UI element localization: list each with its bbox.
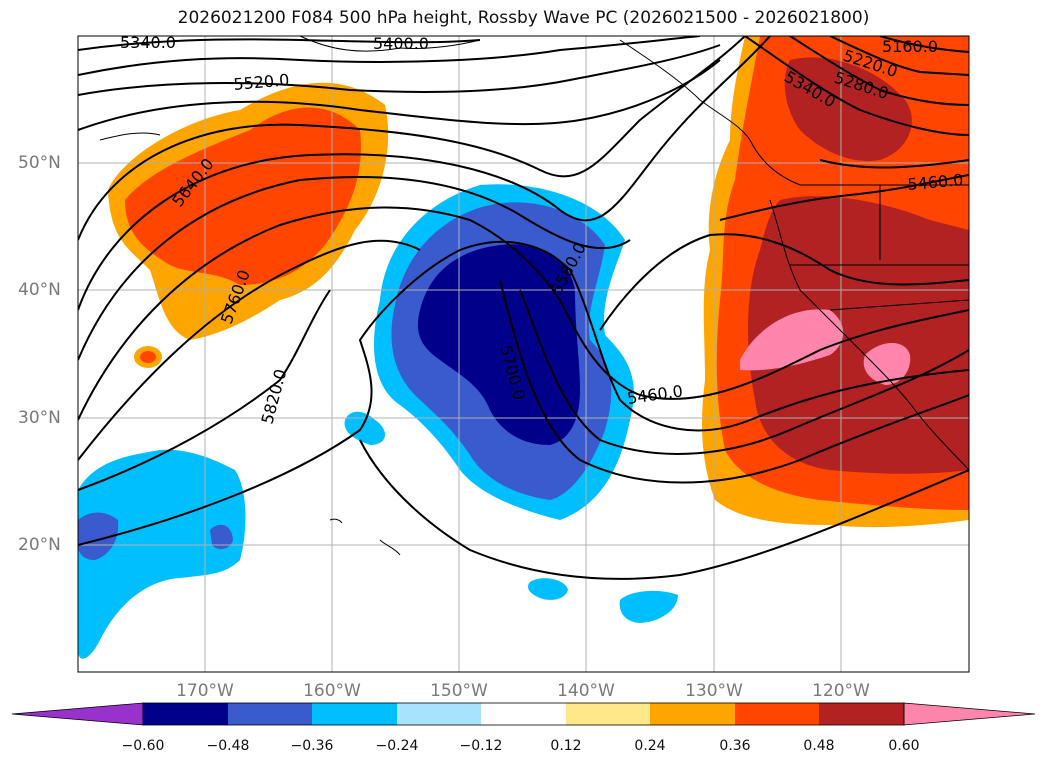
contour-label: 5160.0	[882, 37, 938, 56]
lat-label-50n: 50°N	[18, 153, 61, 173]
colorbar-tick: 0.24	[634, 738, 666, 754]
colorbar-swatch	[481, 703, 566, 725]
lon-label-160w: 160°W	[303, 681, 361, 701]
map-frame	[77, 35, 970, 673]
colorbar-tick: −0.24	[375, 738, 419, 754]
colorbar-swatch	[228, 703, 312, 725]
contour-label: 5520.0	[233, 70, 290, 94]
colorbar-tick: −0.36	[290, 738, 334, 754]
colorbar-tick: −0.12	[459, 738, 503, 754]
lon-label-140w: 140°W	[557, 681, 615, 701]
lon-label-130w: 130°W	[685, 681, 743, 701]
colorbar-swatch	[735, 703, 819, 725]
height-contours	[78, 36, 969, 580]
colorbar-swatch	[566, 703, 650, 725]
lon-label-170w: 170°W	[176, 681, 234, 701]
colorbar-swatch	[819, 703, 904, 725]
contour-label: 5460.0	[626, 381, 684, 408]
contour-label: 5460.0	[907, 170, 964, 194]
colorbar-swatch	[312, 703, 397, 725]
lat-label-20n: 20°N	[18, 535, 61, 555]
colorbar-tick: 0.60	[888, 738, 920, 754]
lat-label-40n: 40°N	[18, 280, 61, 300]
contour-label: 5340.0	[120, 33, 176, 52]
colorbar	[11, 702, 1036, 726]
colorbar-low-extension	[11, 702, 144, 726]
colorbar-high-extension	[903, 702, 1036, 726]
colorbar-swatch	[397, 703, 481, 725]
lon-label-120w: 120°W	[812, 681, 870, 701]
contour-label: 5400.0	[373, 34, 429, 53]
map-title: 2026021200 F084 500 hPa height, Rossby W…	[177, 8, 870, 28]
colorbar-tick: 0.36	[719, 738, 751, 754]
contour-label: 5820.0	[258, 367, 291, 426]
colorbar-swatch	[143, 703, 228, 725]
anomaly-shading	[78, 36, 969, 659]
colorbar-tick: −0.60	[121, 738, 165, 754]
colorbar-tick: −0.48	[206, 738, 250, 754]
lat-label-30n: 30°N	[18, 408, 61, 428]
colorbar-tick: 0.12	[550, 738, 582, 754]
coastlines	[99, 36, 969, 556]
colorbar-swatch	[650, 703, 735, 725]
lon-label-150w: 150°W	[430, 681, 488, 701]
colorbar-tick: 0.48	[803, 738, 835, 754]
